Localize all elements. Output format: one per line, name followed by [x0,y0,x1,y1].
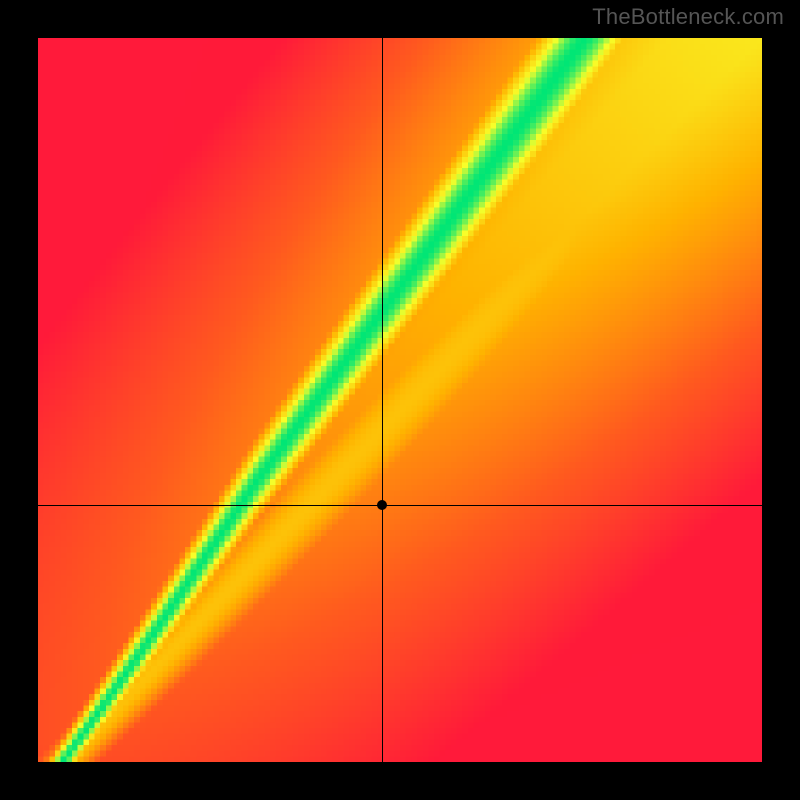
crosshair-vertical [382,38,383,762]
crosshair-horizontal [38,505,762,506]
chart-container: TheBottleneck.com [0,0,800,800]
marker-dot [377,500,387,510]
heatmap-canvas [38,38,762,762]
plot-frame [38,38,762,762]
watermark-label: TheBottleneck.com [592,4,784,30]
